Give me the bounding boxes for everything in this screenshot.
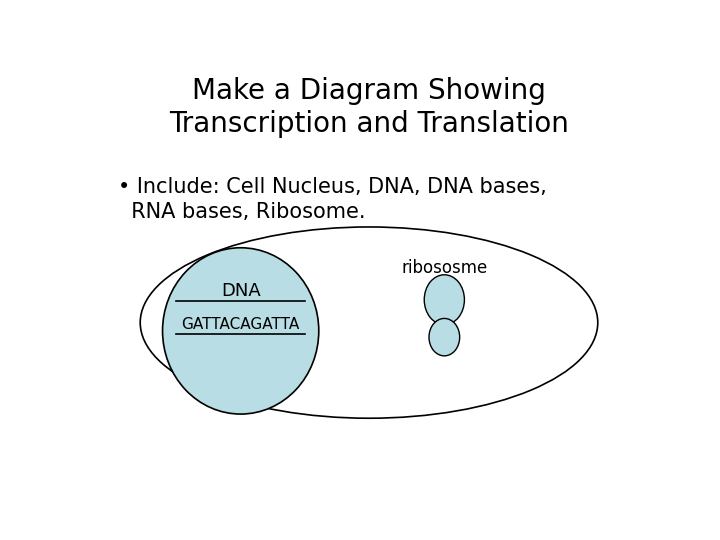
Ellipse shape — [163, 248, 319, 414]
Ellipse shape — [424, 275, 464, 325]
Text: GATTACAGATTA: GATTACAGATTA — [181, 317, 300, 332]
Text: DNA: DNA — [221, 282, 261, 300]
Text: ribososme: ribososme — [401, 259, 487, 277]
Text: Make a Diagram Showing
Transcription and Translation: Make a Diagram Showing Transcription and… — [169, 77, 569, 138]
Ellipse shape — [140, 227, 598, 418]
Text: • Include: Cell Nucleus, DNA, DNA bases,
  RNA bases, Ribosome.: • Include: Cell Nucleus, DNA, DNA bases,… — [118, 177, 546, 222]
Ellipse shape — [429, 319, 459, 356]
